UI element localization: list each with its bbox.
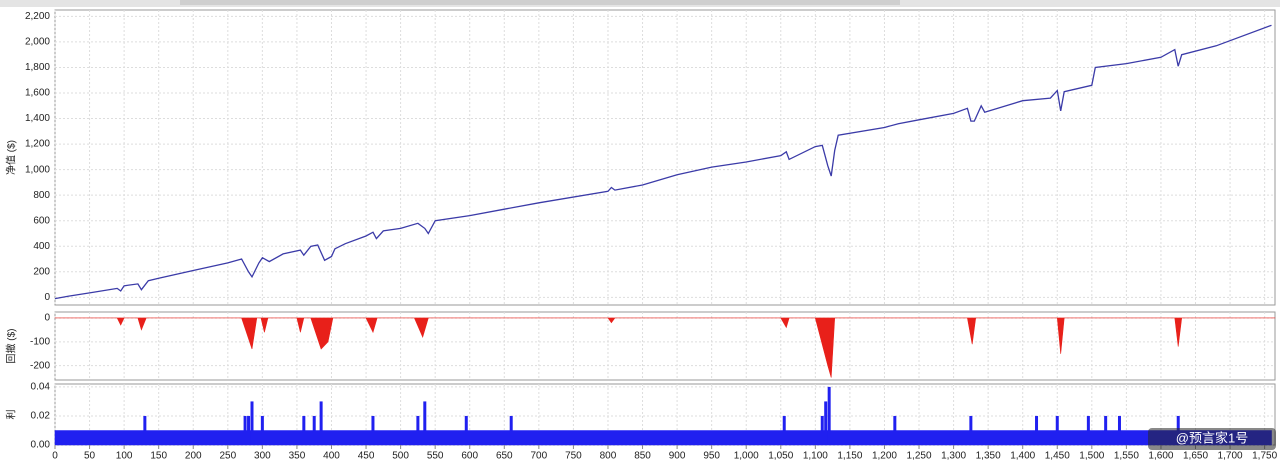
x-tick-label: 1,350 <box>976 451 1001 462</box>
bar <box>1035 415 1039 445</box>
y-tick-label: 200 <box>33 266 50 277</box>
bar <box>319 401 323 445</box>
x-tick-label: 800 <box>600 451 617 462</box>
bar <box>782 415 786 445</box>
bar <box>1055 415 1059 445</box>
y-tick-label: 2,200 <box>25 11 50 22</box>
x-tick-label: 550 <box>427 451 444 462</box>
x-tick-label: 50 <box>84 451 96 462</box>
x-tick-label: 450 <box>358 451 375 462</box>
y-tick-label: 1,600 <box>25 88 50 99</box>
y-tick-label: -200 <box>30 360 50 371</box>
y-tick-label: 400 <box>33 241 50 252</box>
bar <box>243 415 247 445</box>
x-tick-label: 700 <box>531 451 548 462</box>
y-tick-label: 600 <box>33 215 50 226</box>
bar <box>1086 415 1090 445</box>
x-tick-label: 1,600 <box>1148 451 1173 462</box>
bar <box>827 386 831 445</box>
x-tick-label: 1,450 <box>1045 451 1070 462</box>
x-tick-label: 1,150 <box>837 451 862 462</box>
x-tick-label: 0 <box>52 451 58 462</box>
bar <box>143 415 147 445</box>
x-tick-label: 200 <box>185 451 202 462</box>
y-tick-label: 0.00 <box>31 440 51 451</box>
y-tick-label: 800 <box>33 190 50 201</box>
y-tick-label: 0 <box>44 313 50 324</box>
y-tick-label: -100 <box>30 336 50 347</box>
x-tick-label: 500 <box>392 451 409 462</box>
watermark-bg <box>1148 428 1276 450</box>
x-tick-label: 750 <box>565 451 582 462</box>
equity-line <box>54 24 1272 300</box>
bar <box>509 415 513 445</box>
x-tick-label: 400 <box>323 451 340 462</box>
bar <box>423 401 427 445</box>
x-tick-label: 1,400 <box>1010 451 1035 462</box>
bar <box>247 415 251 445</box>
x-tick-label: 1,750 <box>1252 451 1277 462</box>
bar <box>250 401 254 445</box>
y-tick-label: 0.02 <box>31 411 51 422</box>
bar <box>820 415 824 445</box>
bar <box>464 415 468 445</box>
y-tick-label: 1,000 <box>25 164 50 175</box>
y-axis-label: 利 <box>6 410 18 420</box>
bar <box>302 415 306 445</box>
x-tick-label: 250 <box>219 451 236 462</box>
x-tick-label: 1,000 <box>734 451 759 462</box>
x-tick-label: 100 <box>116 451 133 462</box>
bar <box>1117 415 1121 445</box>
x-tick-label: 1,100 <box>803 451 828 462</box>
x-tick-label: 350 <box>289 451 306 462</box>
bar <box>969 415 973 445</box>
y-tick-label: 0 <box>44 292 50 303</box>
plot-group: 0 200 400 600 800 1,000 1,200 1,400 1,600 1,800 2,… <box>5 9 1278 462</box>
bar <box>371 415 375 445</box>
bar <box>893 415 897 445</box>
y-tick-label: 0.04 <box>31 382 51 393</box>
x-tick-label: 1,500 <box>1079 451 1104 462</box>
x-tick-label: 150 <box>150 451 167 462</box>
x-tick-label: 600 <box>461 451 478 462</box>
x-tick-label: 1,300 <box>941 451 966 462</box>
y-tick-label: 1,200 <box>25 139 50 150</box>
x-tick-label: 1,700 <box>1218 451 1243 462</box>
bar <box>824 401 828 445</box>
bar <box>260 415 264 445</box>
x-tick-label: 950 <box>703 451 720 462</box>
bar <box>1104 415 1108 445</box>
x-tick-label: 1,550 <box>1114 451 1139 462</box>
y-axis-label: 净值 ($) <box>5 140 18 175</box>
bar <box>416 415 420 445</box>
x-tick-label: 1,250 <box>907 451 932 462</box>
x-tick-label: 300 <box>254 451 271 462</box>
x-tick-label: 1,200 <box>872 451 897 462</box>
tabs <box>180 0 900 5</box>
bar <box>312 415 316 445</box>
watermark: @预言家1号 <box>1176 430 1248 445</box>
x-tick-label: 1,650 <box>1183 451 1208 462</box>
y-tick-label: 1,400 <box>25 113 50 124</box>
area <box>54 317 1276 378</box>
x-tick-label: 650 <box>496 451 513 462</box>
y-axis-label: 回撤 ($) <box>5 329 18 364</box>
y-tick-label: 1,800 <box>25 62 50 73</box>
x-tick-label: 850 <box>634 451 651 462</box>
y-tick-label: 2,000 <box>25 37 50 48</box>
x-tick-label: 900 <box>669 451 686 462</box>
x-tick-label: 1,050 <box>768 451 793 462</box>
plot-area <box>54 9 1276 306</box>
